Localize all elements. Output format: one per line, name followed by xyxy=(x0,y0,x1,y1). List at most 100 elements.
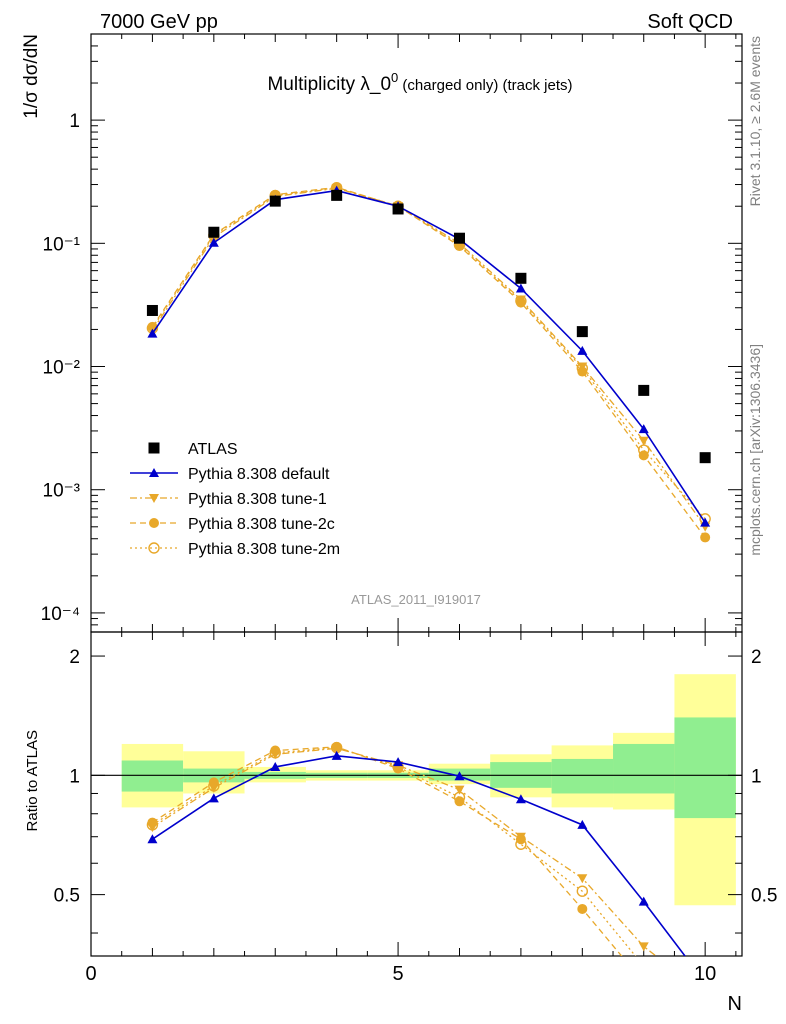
ratio-series xyxy=(146,741,710,1012)
data-point xyxy=(577,903,588,914)
analysis-label: ATLAS_2011_I919017 xyxy=(351,592,481,607)
data-point xyxy=(576,885,589,897)
data-point xyxy=(149,518,159,528)
band-inner xyxy=(613,743,675,794)
data-point xyxy=(269,195,281,207)
plot-frames xyxy=(90,33,743,957)
data-point xyxy=(577,874,588,884)
x-tick-label: 0 xyxy=(85,963,96,985)
x-tick-label: 5 xyxy=(393,963,404,985)
data-point xyxy=(147,834,158,844)
data-point xyxy=(454,771,465,781)
legend: ATLAS Pythia 8.308 default Pythia 8.308 tu… xyxy=(130,441,340,558)
ratio-y-tick-label-right: 2 xyxy=(751,647,762,668)
chart-title-sup: 0 xyxy=(391,70,398,85)
series-line xyxy=(151,186,706,520)
series-line xyxy=(151,187,706,528)
data-point xyxy=(515,283,526,293)
series-line xyxy=(151,189,706,524)
data-point xyxy=(515,295,526,305)
data-point xyxy=(638,424,649,434)
band-inner xyxy=(551,758,614,794)
data-point xyxy=(148,542,160,554)
data-point xyxy=(700,990,710,999)
chart-title-main: Multiplicity λ_0 xyxy=(267,74,391,95)
data-point xyxy=(515,794,526,804)
header-right: Soft QCD xyxy=(647,11,733,33)
y-tick-label: 10⁻² xyxy=(43,358,81,379)
data-point xyxy=(699,452,711,464)
data-point xyxy=(149,494,159,503)
series-line xyxy=(151,186,706,538)
data-point xyxy=(331,750,342,760)
y-tick-label: 10⁻⁴ xyxy=(41,604,80,625)
data-point xyxy=(208,237,219,247)
ratio-y-tick-label: 1 xyxy=(69,766,80,787)
data-point xyxy=(700,532,711,543)
ratio-frame xyxy=(90,631,743,957)
data-point xyxy=(700,1002,710,1012)
data-point xyxy=(577,345,588,355)
rivet-label: Rivet 3.1.10, ≥ 2.6M events xyxy=(747,36,763,206)
data-point xyxy=(148,442,160,454)
ratio-y-tick-label: 0.5 xyxy=(54,886,80,907)
data-point xyxy=(638,450,649,461)
main-series xyxy=(146,181,711,543)
y-tick-label: 1 xyxy=(69,111,80,132)
data-point xyxy=(393,757,404,767)
legend-label: ATLAS xyxy=(188,441,238,458)
data-point xyxy=(638,896,649,906)
legend-label: Pythia 8.308 default xyxy=(188,466,330,483)
ratio-line xyxy=(152,746,637,956)
ratio-line xyxy=(152,746,623,956)
data-point xyxy=(331,189,343,201)
axis-ticks: 0 5 10 10⁻⁴ 10⁻³ 10⁻² 10⁻¹ 1 0.5 0.5 1 1 2 2 xyxy=(41,33,777,985)
data-point xyxy=(208,226,220,238)
data-point xyxy=(146,304,158,316)
legend-label: Pythia 8.308 tune-2m xyxy=(188,541,340,558)
data-point xyxy=(147,328,158,338)
data-point xyxy=(638,384,650,396)
data-point xyxy=(392,203,404,215)
data-point xyxy=(270,750,281,760)
ratio-y-tick-label-right: 0.5 xyxy=(751,886,777,907)
data-point xyxy=(639,978,649,988)
y-axis-label-ratio: Ratio to ATLAS xyxy=(24,730,41,831)
mcplots-label: mcplots.cern.ch [arXiv:1306.3436] xyxy=(747,344,763,556)
x-axis-label: N xyxy=(728,993,742,1015)
legend-label: Pythia 8.308 tune-1 xyxy=(188,491,327,508)
data-point xyxy=(454,785,465,795)
data-point xyxy=(147,823,158,833)
data-point xyxy=(331,744,342,754)
legend-label: Pythia 8.308 tune-2c xyxy=(188,516,335,533)
data-point xyxy=(453,232,465,244)
data-point xyxy=(638,436,649,446)
data-point xyxy=(149,468,159,477)
band-inner xyxy=(674,717,736,819)
data-point xyxy=(208,793,219,803)
data-point xyxy=(577,362,588,372)
y-tick-label: 10⁻¹ xyxy=(43,234,81,255)
data-point xyxy=(270,761,281,771)
data-point xyxy=(576,326,588,338)
data-point xyxy=(515,832,526,842)
y-tick-label: 10⁻³ xyxy=(43,481,81,502)
header-left: 7000 GeV pp xyxy=(100,11,218,33)
ratio-line xyxy=(152,747,658,956)
data-point xyxy=(700,517,711,527)
data-point xyxy=(454,796,465,807)
ratio-y-tick-label-right: 1 xyxy=(751,766,762,787)
band-inner xyxy=(121,760,184,792)
data-point xyxy=(638,942,649,952)
chart-title: Multiplicity λ_00 (charged only) (track … xyxy=(267,70,572,95)
y-axis-label-main: 1/σ dσ/dN xyxy=(21,34,42,119)
ratio-y-tick-label: 2 xyxy=(69,647,80,668)
data-point xyxy=(639,961,649,971)
chart-title-rest: (charged only) (track jets) xyxy=(398,77,572,94)
ratio-line xyxy=(151,755,687,956)
x-tick-label: 10 xyxy=(694,963,716,985)
data-point xyxy=(515,272,527,284)
ratio-clipped xyxy=(146,741,710,1012)
data-point xyxy=(577,819,588,829)
